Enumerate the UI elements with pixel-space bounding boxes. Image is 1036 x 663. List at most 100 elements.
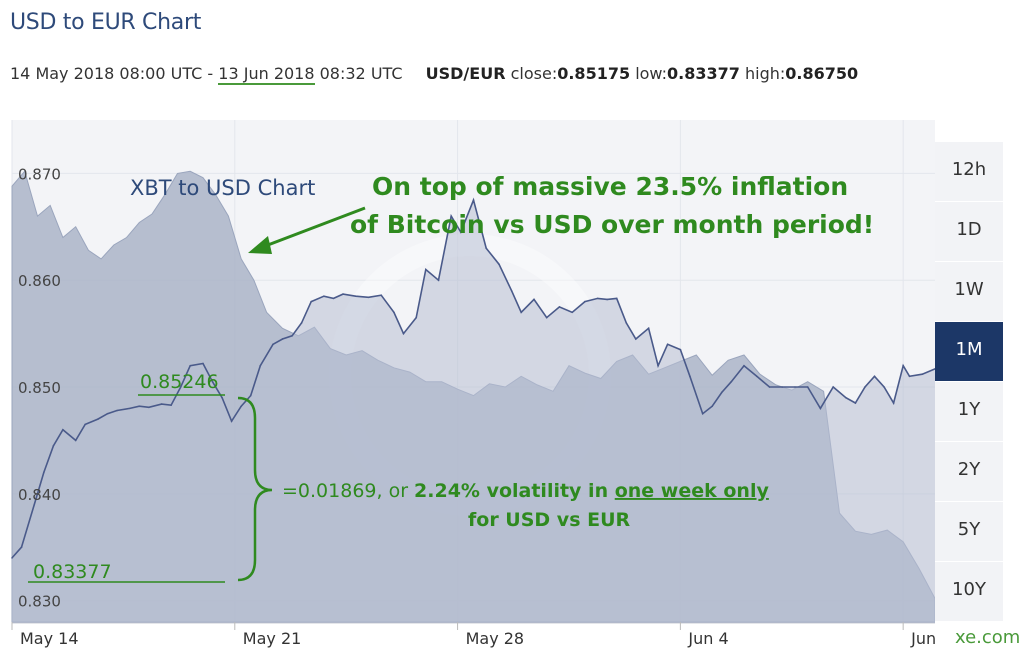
usd-eur-point xyxy=(615,297,618,300)
period-end-date-link[interactable]: 13 Jun 2018 xyxy=(218,64,315,85)
x-tick-label: May 21 xyxy=(243,629,302,648)
usd-eur-point xyxy=(510,290,513,292)
page-title: USD to EUR Chart xyxy=(10,10,202,35)
annotations: XBT to USD Chart On top of massive 23.5%… xyxy=(28,172,874,583)
usd-eur-point xyxy=(908,375,911,378)
y-tick-label: 0.830 xyxy=(18,593,61,611)
usd-eur-point xyxy=(281,338,284,340)
x-axis: May 14 May 21 May 28 Jun 4 Jun 11 xyxy=(11,622,935,648)
low-value-label: 0.83377 xyxy=(33,561,112,583)
usd-eur-point xyxy=(768,386,771,388)
usd-eur-point xyxy=(679,348,682,351)
usd-eur-point xyxy=(625,322,628,324)
y-tick-label: 0.850 xyxy=(18,379,61,397)
usd-eur-point xyxy=(300,322,303,324)
usd-eur-point xyxy=(402,332,405,335)
period-separator: - xyxy=(202,64,219,83)
period-start: 14 May 2018 08:00 UTC xyxy=(10,64,203,83)
usd-eur-point xyxy=(545,316,548,319)
range-button-1y[interactable]: 1Y xyxy=(935,382,1003,442)
usd-eur-point xyxy=(832,386,834,388)
x-tick-label: May 14 xyxy=(20,629,79,648)
usd-eur-point xyxy=(571,311,573,314)
usd-eur-point xyxy=(794,386,796,388)
usd-eur-point xyxy=(781,386,784,388)
usd-eur-point xyxy=(323,295,325,298)
volatility-text-line-2: for USD vs EUR xyxy=(468,509,631,531)
usd-eur-point xyxy=(367,296,370,299)
range-button-2y[interactable]: 2Y xyxy=(935,442,1003,502)
usd-eur-point xyxy=(221,396,223,399)
usd-eur-point xyxy=(806,386,809,388)
usd-eur-point xyxy=(864,386,866,388)
usd-eur-point xyxy=(291,334,293,337)
usd-eur-point xyxy=(558,306,561,308)
usd-eur-point xyxy=(11,557,13,559)
diff-mid: 2.24% volatility in xyxy=(414,480,615,502)
range-button-1w[interactable]: 1W xyxy=(935,262,1003,322)
y-tick-label: 0.840 xyxy=(18,486,61,504)
range-button-12h[interactable]: 12h xyxy=(935,142,1003,202)
usd-eur-point xyxy=(647,327,650,330)
usd-eur-point xyxy=(437,279,440,282)
y-tick-label: 0.860 xyxy=(18,272,61,290)
usd-eur-point xyxy=(342,293,344,295)
usd-eur-area xyxy=(12,200,935,622)
close-label: close: xyxy=(510,64,558,83)
usd-eur-point xyxy=(106,412,109,415)
high-label: high: xyxy=(745,64,786,83)
x-tick-label: May 28 xyxy=(466,629,525,648)
range-button-10y[interactable]: 10Y xyxy=(935,562,1003,622)
usd-eur-point xyxy=(883,386,885,388)
diff-prefix: =0.01869, or xyxy=(282,480,414,502)
usd-eur-point xyxy=(892,402,895,404)
range-selector: 12h 1D 1W 1M 1Y 2Y 5Y 10Y xyxy=(935,142,1003,622)
usd-eur-point xyxy=(52,444,55,447)
headline-line-1: On top of massive 23.5% inflation xyxy=(372,172,848,201)
usd-eur-point xyxy=(240,405,242,408)
usd-eur-point xyxy=(380,294,383,296)
usd-eur-point xyxy=(310,300,312,303)
usd-eur-point xyxy=(74,439,77,442)
usd-eur-point xyxy=(819,407,822,410)
series-layer xyxy=(11,170,935,623)
usd-eur-point xyxy=(701,412,704,415)
usd-eur-point xyxy=(472,199,475,201)
usd-eur-point xyxy=(272,343,274,346)
usd-eur-point xyxy=(354,295,357,298)
usd-eur-point xyxy=(635,338,637,340)
x-tick-label: Jun 11 xyxy=(910,629,935,648)
volatility-brace xyxy=(237,396,273,582)
xbt-arrow-head xyxy=(248,236,272,254)
range-button-5y[interactable]: 5Y xyxy=(935,502,1003,562)
range-button-1d[interactable]: 1D xyxy=(935,202,1003,262)
stats-bar: 14 May 2018 08:00 UTC - 13 Jun 2018 08:3… xyxy=(10,64,858,85)
usd-eur-point xyxy=(128,407,131,410)
xbt-arrow-line xyxy=(259,206,366,250)
usd-eur-point xyxy=(189,364,192,367)
usd-eur-point xyxy=(450,215,453,217)
usd-eur-point xyxy=(720,391,723,394)
usd-eur-point xyxy=(332,297,335,300)
usd-eur-point xyxy=(498,263,500,265)
range-button-1m[interactable]: 1M xyxy=(935,322,1003,382)
usd-eur-point xyxy=(148,406,150,409)
xe-brand-logo: xe.com xyxy=(955,627,1021,648)
usd-eur-point xyxy=(202,362,204,365)
usd-eur-point xyxy=(249,394,252,397)
usd-eur-point xyxy=(485,247,488,249)
close-value: 0.85175 xyxy=(557,64,631,83)
usd-eur-point xyxy=(711,405,714,408)
low-label: low: xyxy=(635,64,668,83)
usd-eur-point xyxy=(520,311,523,314)
currency-pair: USD/EUR xyxy=(425,64,506,83)
usd-eur-point xyxy=(84,423,87,426)
usd-eur-point xyxy=(902,364,904,367)
usd-eur-point xyxy=(596,297,599,300)
usd-eur-point xyxy=(179,386,182,388)
usd-eur-point xyxy=(873,375,876,378)
usd-eur-point xyxy=(689,375,691,378)
usd-eur-point xyxy=(845,396,847,399)
usd-eur-point xyxy=(730,380,733,383)
